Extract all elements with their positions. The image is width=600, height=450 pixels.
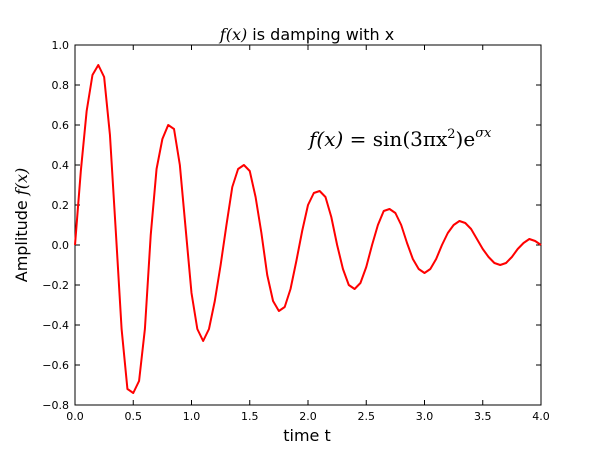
equation-arg: (3πx xyxy=(402,127,448,151)
x-axis-label: time t xyxy=(283,426,331,445)
y-tick-label: −0.4 xyxy=(42,319,69,332)
y-tick-label: 0.2 xyxy=(52,199,70,212)
equation-lhs: f(x) = xyxy=(307,127,373,151)
equation-sin: sin xyxy=(373,127,403,151)
chart-title: f(x) is damping with x xyxy=(219,25,394,44)
y-tick-label: −0.2 xyxy=(42,279,69,292)
x-tick-label: 2.0 xyxy=(299,410,317,423)
x-tick-label: 0.5 xyxy=(125,410,143,423)
chart-title-math: f(x) xyxy=(219,25,247,44)
x-tick-label: 3.0 xyxy=(416,410,434,423)
chart-title-text: is damping with x xyxy=(247,25,394,44)
series-line xyxy=(74,64,542,394)
tick-group xyxy=(74,44,542,406)
equation-annotation: f(x) = sin(3πx2)eσx xyxy=(307,126,492,151)
y-tick-label: 1.0 xyxy=(52,39,70,52)
y-tick-label: 0.8 xyxy=(52,79,70,92)
equation-arg-sup: 2 xyxy=(447,127,455,142)
x-tick-label: 1.5 xyxy=(241,410,259,423)
y-axis-label-text: Amplitude xyxy=(12,195,31,282)
y-axis-label-math: f(x) xyxy=(12,168,31,196)
x-tick-label: 2.5 xyxy=(358,410,376,423)
y-tick-label: 0.6 xyxy=(52,119,70,132)
y-tick-label: −0.6 xyxy=(42,359,69,372)
equation-arg-close: )e xyxy=(456,127,476,151)
y-axis-label: Amplitude f(x) xyxy=(12,168,31,283)
y-tick-label: 0.4 xyxy=(52,159,70,172)
tick-label-group: 0.0 0.5 1.0 1.5 2.0 2.5 3.0 3.5 4.0 −0.8 −0.6 −0.4 −… xyxy=(42,39,549,423)
x-tick-label: 3.5 xyxy=(474,410,492,423)
y-tick-label: 0.0 xyxy=(52,239,70,252)
x-tick-label: 1.0 xyxy=(183,410,201,423)
x-tick-label: 0.0 xyxy=(66,410,84,423)
y-tick-label: −0.8 xyxy=(42,399,69,412)
equation-exp: σx xyxy=(475,126,492,141)
x-tick-label: 4.0 xyxy=(532,410,550,423)
plot-frame xyxy=(74,44,542,406)
